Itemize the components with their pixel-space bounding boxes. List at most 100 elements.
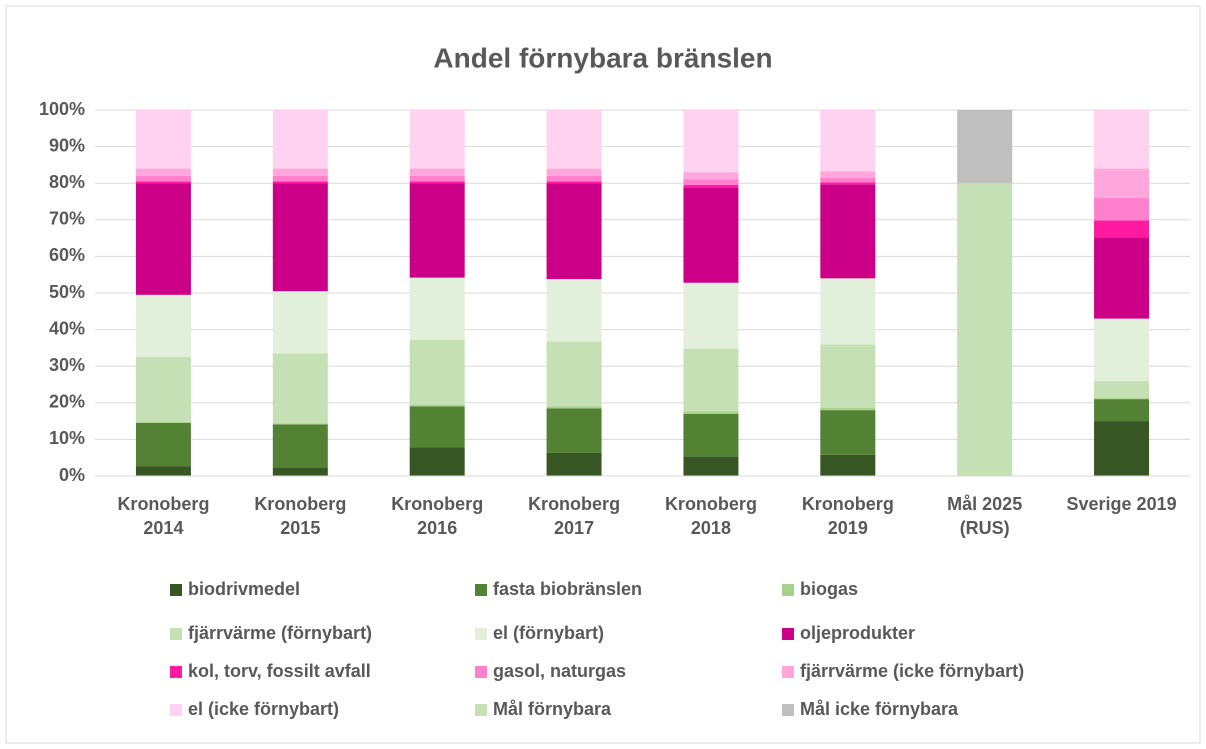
legend-label: Mål förnybara [493,699,612,719]
bar-segment [409,447,465,476]
bar-segment [135,294,191,358]
bar-segment [546,183,602,280]
bar-segment [135,421,191,423]
bar-segment [272,424,328,468]
legend-swatch [170,584,182,596]
bar-segment [135,181,191,184]
legend-swatch [475,704,487,716]
bar-segment [820,454,876,476]
bar-segment [409,175,465,182]
x-tick-label: Kronoberg 2019 [801,494,894,538]
bar-segment [820,278,876,345]
x-tick-label: Kronoberg 2014 [117,494,210,538]
bar-segment [409,181,465,184]
bar-segment [272,353,328,424]
legend-swatch [782,704,794,716]
chart-title: Andel förnybara bränslen [433,42,772,73]
legend-swatch [475,666,487,678]
y-tick-label: 0% [59,465,85,485]
bar-segment [409,168,465,176]
x-tick-label: Kronoberg 2017 [528,494,621,538]
bar-segment [683,187,739,283]
legend-label: Mål icke förnybara [800,699,959,719]
bar-segment [546,181,602,184]
legend-label: kol, torv, fossilt avfall [188,661,371,681]
y-tick-label: 70% [49,209,85,229]
bar-segment [546,406,602,409]
bar-segment [546,175,602,182]
bar-segment [820,171,876,178]
legend-swatch [475,628,487,640]
bar-segment [409,404,465,407]
x-tick-label: Kronoberg 2016 [391,494,484,538]
legend-swatch [475,584,487,596]
bar-segment [820,344,876,408]
bar-segment [135,422,191,467]
bar-segment [1094,110,1150,169]
x-tick-label: Mål 2025 (RUS) [947,494,1023,538]
legend-swatch [782,628,794,640]
bar-segment [1094,398,1150,400]
bar-segment [135,183,191,295]
bar-segment [272,183,328,292]
bar-segment [135,110,191,169]
legend-swatch [170,704,182,716]
x-tick-label: Kronoberg 2018 [664,494,757,538]
bar-segment [820,410,876,455]
bar-segment [1094,168,1150,198]
bar-segment [820,407,876,411]
legend-label: el (icke förnybart) [188,699,339,719]
bar-segment [546,452,602,476]
y-tick-label: 50% [49,282,85,302]
y-tick-label: 60% [49,245,85,265]
bar-segment [546,110,602,169]
bar-segment [1094,380,1150,399]
bar-segment [1094,220,1150,238]
bar-segment [683,172,739,180]
legend-swatch [170,666,182,678]
legend-label: oljeprodukter [800,623,915,643]
bar-segment [272,423,328,425]
bar-segment [820,184,876,279]
bar-segment [272,467,328,476]
bar-segment [135,168,191,176]
bar-segment [409,183,465,278]
bar-segment [272,181,328,184]
bar-segment [272,110,328,169]
bar-segment [683,348,739,412]
legend-label: el (förnybart) [493,623,604,643]
bar-segment [683,185,739,188]
x-tick-label: Sverige 2019 [1066,494,1177,514]
legend-label: gasol, naturgas [493,661,626,681]
bar-segment [1094,399,1150,422]
bar-segment [546,408,602,453]
bar-segment [272,291,328,354]
legend-label: fjärrvärme (förnybart) [188,623,372,643]
y-tick-label: 40% [49,318,85,338]
bar-segment [1094,237,1150,319]
bar-segment [135,466,191,476]
y-tick-label: 90% [49,135,85,155]
bar-segment [683,282,739,349]
bar-segment [683,411,739,414]
bar-segment [1094,318,1150,381]
bar-segment [409,277,465,340]
bar-segment [546,168,602,176]
x-tick-label: Kronoberg 2015 [254,494,347,538]
bar-segment [546,279,602,342]
bar-segment [409,406,465,448]
bar-segment [1094,197,1150,221]
bar-segment [683,110,739,173]
y-tick-label: 10% [49,428,85,448]
bar-segment [135,357,191,422]
bar-segment [683,413,739,457]
bar-segment [409,110,465,169]
bar-segment [820,177,876,183]
legend-label: fjärrvärme (icke förnybart) [800,661,1024,681]
bar-segment [1094,421,1150,476]
legend-swatch [782,666,794,678]
bar-segment [135,175,191,182]
y-tick-label: 30% [49,355,85,375]
